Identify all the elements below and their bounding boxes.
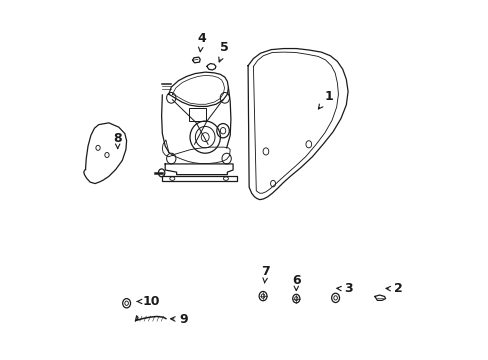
Text: 1: 1 <box>318 90 332 109</box>
Text: 9: 9 <box>170 313 188 326</box>
Text: 5: 5 <box>218 41 229 62</box>
Text: 10: 10 <box>137 295 160 308</box>
Bar <box>189 108 206 121</box>
Text: 7: 7 <box>261 265 270 283</box>
Text: 2: 2 <box>385 283 402 296</box>
Text: 4: 4 <box>197 32 205 52</box>
Text: 3: 3 <box>336 283 352 296</box>
Text: 8: 8 <box>113 132 122 149</box>
Text: 6: 6 <box>291 274 300 291</box>
